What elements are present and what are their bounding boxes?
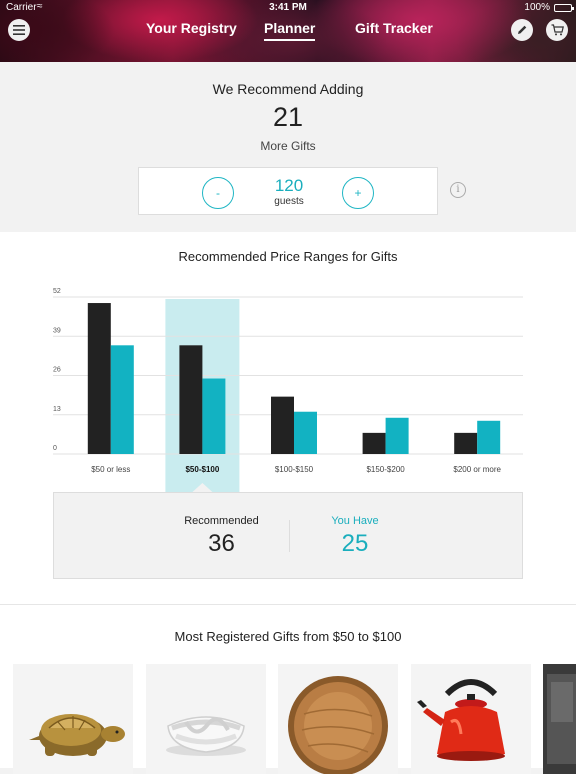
carrier-label: Carrier bbox=[6, 2, 37, 13]
y-tick-label: 52 bbox=[53, 288, 61, 295]
price-range-chart: 0 13 26 39 52 $50 or less $50-$100 $100-$150 $15… bbox=[53, 288, 523, 492]
wifi-icon: ≈ bbox=[37, 1, 43, 12]
gift-card-red-kettle[interactable] bbox=[411, 664, 531, 774]
tab-planner[interactable]: Planner bbox=[264, 20, 316, 41]
increase-guests-button[interactable]: + bbox=[342, 177, 374, 209]
x-tick-label[interactable]: $200 or more bbox=[453, 465, 501, 474]
x-tick-label[interactable]: $50 or less bbox=[91, 465, 130, 474]
tab-your-registry[interactable]: Your Registry bbox=[146, 20, 237, 36]
bar-you-have[interactable] bbox=[294, 411, 317, 454]
battery-percent: 100% bbox=[524, 2, 550, 13]
guest-count: 120 bbox=[274, 176, 304, 195]
selected-range-pointer bbox=[192, 483, 213, 492]
bar-you-have[interactable] bbox=[202, 378, 226, 454]
detail-divider bbox=[289, 520, 290, 552]
detail-recommended-value: 36 bbox=[208, 530, 235, 557]
detail-recommended-label: Recommended bbox=[184, 515, 259, 527]
guest-stepper: - 120 guests + bbox=[138, 167, 438, 215]
guest-count-label: guests bbox=[274, 196, 304, 207]
gift-card-rope-bowl[interactable] bbox=[146, 664, 266, 774]
recommendation-summary: We Recommend Adding 21 More Gifts - 120 … bbox=[0, 62, 576, 232]
y-tick-label: 39 bbox=[53, 327, 61, 334]
bar-recommended[interactable] bbox=[179, 345, 203, 454]
gift-card-gold-turtle[interactable] bbox=[13, 664, 133, 774]
bar-recommended[interactable] bbox=[271, 396, 294, 454]
bar-you-have[interactable] bbox=[477, 420, 501, 454]
price-range-chart-section: Recommended Price Ranges for Gifts 0 13 26… bbox=[0, 232, 576, 604]
y-tick-label: 0 bbox=[53, 445, 57, 452]
detail-you-have-value: 25 bbox=[341, 530, 369, 557]
x-tick-label[interactable]: $100-$150 bbox=[275, 465, 314, 474]
selected-range-detail: Recommended 36 You Have 25 bbox=[53, 492, 523, 579]
gifts-title: Most Registered Gifts from $50 to $100 bbox=[174, 629, 402, 644]
summary-title: We Recommend Adding bbox=[212, 81, 364, 97]
bar-recommended[interactable] bbox=[454, 432, 478, 454]
y-tick-label: 13 bbox=[53, 406, 61, 413]
header-banner: Your Registry Planner Gift Tracker bbox=[0, 0, 576, 62]
detail-you-have-label: You Have bbox=[331, 515, 379, 527]
menu-icon[interactable] bbox=[8, 19, 30, 41]
bar-you-have[interactable] bbox=[110, 345, 134, 454]
bar-recommended[interactable] bbox=[362, 432, 386, 454]
bar-recommended[interactable] bbox=[87, 303, 111, 454]
info-icon[interactable]: i bbox=[450, 182, 466, 198]
gift-card-wooden-bowl[interactable] bbox=[278, 664, 398, 774]
x-tick-label[interactable]: $50-$100 bbox=[185, 465, 219, 474]
x-tick-label[interactable]: $150-$200 bbox=[366, 465, 405, 474]
most-registered-gifts: Most Registered Gifts from $50 to $100 bbox=[0, 604, 576, 774]
pencil-icon[interactable] bbox=[511, 19, 533, 41]
recommended-count: 21 bbox=[272, 102, 304, 132]
battery-icon bbox=[554, 4, 574, 12]
status-time: 3:41 PM bbox=[269, 2, 307, 13]
gift-card-partial[interactable] bbox=[543, 664, 576, 774]
decrease-guests-button[interactable]: - bbox=[202, 177, 234, 209]
chart-title: Recommended Price Ranges for Gifts bbox=[178, 249, 398, 264]
status-bar: Carrier ≈ 3:41 PM 100% bbox=[0, 0, 576, 16]
bar-you-have[interactable] bbox=[385, 417, 409, 454]
tab-gift-tracker[interactable]: Gift Tracker bbox=[355, 20, 433, 36]
recommended-count-label: More Gifts bbox=[260, 139, 316, 153]
cart-icon[interactable] bbox=[546, 19, 568, 41]
y-tick-label: 26 bbox=[53, 367, 61, 374]
